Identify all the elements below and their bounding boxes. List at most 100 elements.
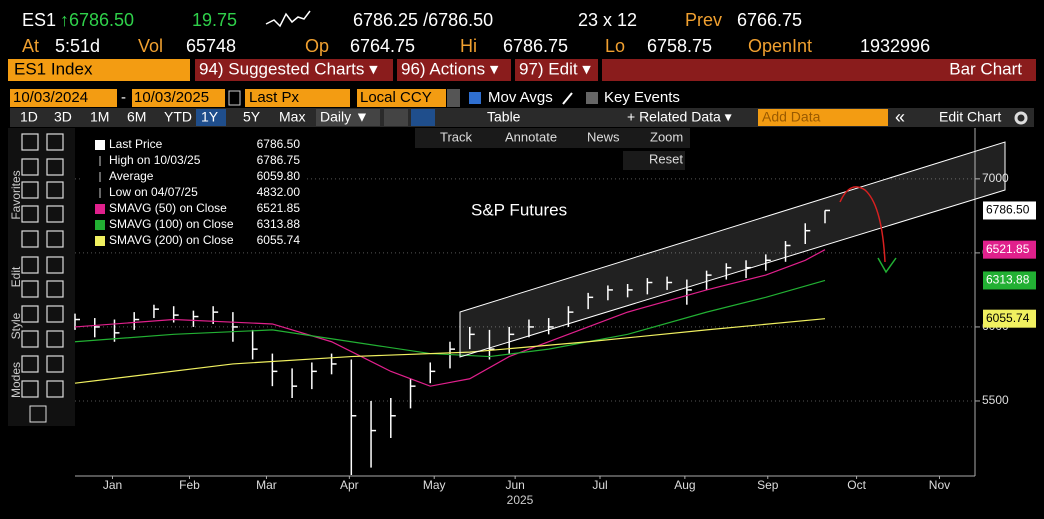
prev-label: Prev xyxy=(685,10,722,30)
price-tag xyxy=(983,309,1036,328)
tool-icon[interactable] xyxy=(46,205,64,223)
key-events-checkbox[interactable] xyxy=(586,92,598,104)
period-active[interactable] xyxy=(196,109,226,126)
tool-gear[interactable] xyxy=(29,405,47,423)
side-tab[interactable]: Favorites xyxy=(9,170,23,219)
line-icon[interactable] xyxy=(384,109,408,126)
chart-type-box[interactable] xyxy=(602,59,1036,81)
tool-icon[interactable] xyxy=(46,330,64,348)
price-tag-label: 6521.85 xyxy=(986,242,1030,256)
field-value: 65748 xyxy=(186,36,236,56)
field-label: OpenInt xyxy=(748,36,812,56)
side-tab[interactable]: Edit xyxy=(9,266,23,287)
tool-icon[interactable] xyxy=(46,256,64,274)
tool-icon[interactable] xyxy=(21,380,39,398)
period[interactable]: 5Y xyxy=(243,109,261,125)
end: 10/03/2025 xyxy=(134,89,209,106)
ticker-box[interactable] xyxy=(8,59,190,81)
table: Table xyxy=(487,109,521,125)
legend-bg xyxy=(80,135,306,250)
side-tab[interactable]: Style xyxy=(9,312,23,339)
legend-label: SMAVG (50) on Close xyxy=(109,201,227,215)
price-tag xyxy=(983,240,1036,259)
chart-tool[interactable]: Zoom xyxy=(650,129,683,144)
field-label: Vol xyxy=(138,36,163,56)
period[interactable]: Max xyxy=(279,109,305,125)
mov-avgs-checkbox[interactable] xyxy=(469,92,481,104)
tool-icon[interactable] xyxy=(46,355,64,373)
red-arrow xyxy=(839,186,886,263)
tool-icon[interactable] xyxy=(21,158,39,176)
chart-tool[interactable]: Track xyxy=(440,129,473,144)
start-input[interactable] xyxy=(10,89,117,107)
tool-icon[interactable] xyxy=(46,181,64,199)
calendar-icon[interactable] xyxy=(228,90,241,106)
add-data: Add Data xyxy=(762,109,821,125)
x-tick-label: Jul xyxy=(592,478,607,492)
gear-icon[interactable] xyxy=(1014,111,1028,125)
period[interactable]: YTD xyxy=(164,109,192,125)
menu-button[interactable] xyxy=(195,59,393,81)
field-label: Hi xyxy=(460,36,477,56)
menu-item: 94) Suggested Charts ▾ xyxy=(199,59,378,78)
mov-avgs: Mov Avgs xyxy=(488,89,553,106)
tool-icon[interactable] xyxy=(21,355,39,373)
legend-label: Low on 04/07/25 xyxy=(109,185,198,199)
bar-icon[interactable] xyxy=(411,109,435,126)
tool-icon[interactable] xyxy=(46,158,64,176)
add-data-input[interactable] xyxy=(758,109,888,126)
price-tag-label: 6786.50 xyxy=(986,203,1030,217)
tool-icon[interactable] xyxy=(46,230,64,248)
tool-icon[interactable] xyxy=(21,230,39,248)
tool-icon[interactable] xyxy=(21,305,39,323)
chart-tool[interactable]: Reset xyxy=(649,151,683,166)
change: 19.75 xyxy=(192,10,237,30)
field-value: 6786.75 xyxy=(503,36,568,56)
tool-icon[interactable] xyxy=(46,305,64,323)
chart-tool[interactable]: News xyxy=(587,129,620,144)
period[interactable]: 6M xyxy=(127,109,146,125)
currency-dropdown[interactable] xyxy=(447,89,460,107)
chart-tools-bg xyxy=(415,128,690,148)
trend-channel xyxy=(459,141,1006,358)
end-input[interactable] xyxy=(132,89,225,107)
key-events: Key Events xyxy=(604,89,680,106)
edit-chart: Edit Chart xyxy=(939,109,1001,125)
field-value: 1932996 xyxy=(860,36,930,56)
legend-value: 6786.75 xyxy=(257,153,301,167)
tool-icon[interactable] xyxy=(21,256,39,274)
ticker: ES1 Index xyxy=(14,59,93,78)
field-value: 6764.75 xyxy=(350,36,415,56)
period[interactable]: 1M xyxy=(90,109,109,125)
dash: - xyxy=(121,89,126,106)
price-tag-label: 6055.74 xyxy=(986,311,1030,325)
tool-icon[interactable] xyxy=(21,280,39,298)
frequency-button[interactable] xyxy=(316,109,380,126)
menu-button[interactable] xyxy=(515,59,598,81)
tool-icon[interactable] xyxy=(21,133,39,151)
back[interactable]: « xyxy=(895,107,905,127)
tool-icon[interactable] xyxy=(21,205,39,223)
reset-bg[interactable] xyxy=(623,151,685,170)
legend-value: 6059.80 xyxy=(257,169,301,183)
pencil-icon[interactable] xyxy=(562,92,573,105)
menu-button[interactable] xyxy=(397,59,511,81)
price-tag xyxy=(983,271,1036,290)
period[interactable]: 3D xyxy=(54,109,72,125)
period[interactable]: 1D xyxy=(20,109,38,125)
tool-icon[interactable] xyxy=(46,380,64,398)
tool-icon[interactable] xyxy=(46,133,64,151)
tool-icon[interactable] xyxy=(21,330,39,348)
legend-label: SMAVG (200) on Close xyxy=(109,233,234,247)
legend-value: 6521.85 xyxy=(257,201,301,215)
tool-icon[interactable] xyxy=(21,181,39,199)
tool-icon[interactable] xyxy=(46,280,64,298)
chart-tool[interactable]: Annotate xyxy=(505,129,557,144)
x-tick-label: Aug xyxy=(674,478,695,492)
field-input[interactable] xyxy=(245,89,350,107)
last: ↑6786.50 xyxy=(60,10,134,30)
price-tag xyxy=(983,201,1036,220)
period[interactable]: 1Y xyxy=(201,109,219,125)
side-tab[interactable]: Modes xyxy=(9,362,23,398)
currency-input[interactable] xyxy=(357,89,446,107)
